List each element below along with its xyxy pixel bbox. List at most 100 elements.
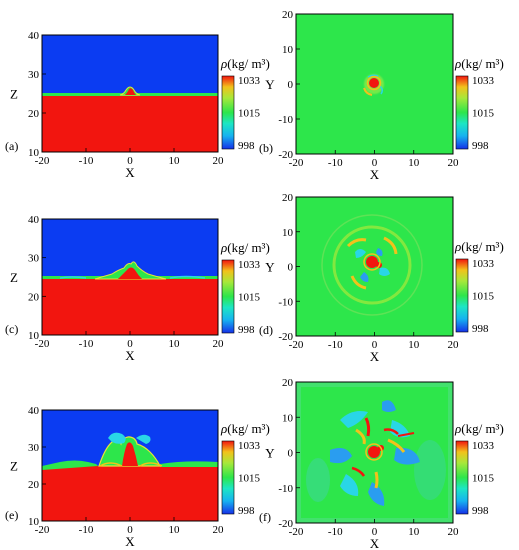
colorbar-side-0-title-unit: (kg/ m³) [227,56,270,71]
colorbar-top-0-mid: 1015 [472,108,495,120]
colorbar-top-1-max: 1033 [472,258,495,270]
top-0-panel-label: (b) [259,141,273,155]
colorbar-top-2-mid: 1015 [472,473,495,485]
colorbar-b [455,75,469,150]
colorbar-top-2-max: 1033 [472,440,495,452]
top-1-xlabel: X [370,349,380,364]
panel-a [41,34,219,153]
side-1-xtick-label: -10 [79,338,94,350]
colorbar-top-1-title-unit: (kg/ m³) [461,239,504,254]
colorbar-side-1-title: ρ(kg/ m³) [220,240,270,255]
top-1-xtick-label: 20 [448,339,460,351]
top-0-xlabel: X [370,167,380,182]
panel-e [41,409,219,522]
side-1-ytick-label: 40 [28,214,40,226]
top-0-ytick-label: 0 [288,79,294,91]
colorbar-a [221,75,235,150]
top-0-xtick-label: 0 [372,157,378,169]
side-1-xlabel: X [125,348,135,363]
side-1-panel-label: (c) [5,322,18,336]
colorbar-side-2-title-unit: (kg/ m³) [227,421,270,436]
top-2-ylabel: Y [265,446,275,461]
top-2-xlabel: X [370,536,380,550]
top-2-ytick-label: -20 [278,518,293,530]
panel-e-field [42,410,218,521]
side-1-xtick-label: 20 [213,338,225,350]
top-2-ytick-label: 10 [282,412,294,424]
side-2-xtick-label: -10 [79,524,94,536]
side-2-xtick-label: 0 [127,524,133,536]
panel-c [41,218,219,336]
side-1-xtick-label: -20 [35,338,50,350]
colorbar-top-2-title: ρ(kg/ m³) [454,421,504,436]
colorbar-top-1-title: ρ(kg/ m³) [454,239,504,254]
side-1-ytick-label: 10 [28,330,40,342]
top-1-xtick-label: -10 [328,339,343,351]
top-1-ytick-label: 20 [282,192,294,204]
colorbar-side-1-mid: 1015 [238,292,261,304]
colorbar-top-0-title-rho: ρ [454,56,461,71]
colorbar-top-2-min: 998 [472,505,489,517]
top-1-xtick-label: -20 [289,339,304,351]
top-0-ytick-label: -10 [278,114,293,126]
top-1-ytick-label: 10 [282,227,294,239]
colorbar-side-0-max: 1033 [238,75,261,87]
colorbar-side-2-title: ρ(kg/ m³) [220,421,270,436]
top-2-ytick-label: -10 [278,483,293,495]
side-0-xtick-label: -20 [35,155,50,167]
side-2-xtick-label: -20 [35,524,50,536]
colorbar-side-2-max: 1033 [238,440,261,452]
side-1-xtick-label: 0 [127,338,133,350]
panel-b [295,13,454,155]
side-2-ytick-label: 30 [28,442,40,454]
side-1-ylabel: Z [10,270,18,285]
side-0-panel-label: (a) [5,139,18,153]
top-2-xtick-label: -10 [328,526,343,538]
top-1-ytick-label: -20 [278,331,293,343]
top-1-ytick-label: -10 [278,296,293,308]
top-0-ylabel: Y [265,77,275,92]
panel-c-field [42,219,218,335]
colorbar-top-0-max: 1033 [472,75,495,87]
side-0-ylabel: Z [10,87,18,102]
side-2-ylabel: Z [10,459,18,474]
top-2-ytick-label: 0 [288,448,294,460]
side-0-ytick-label: 10 [28,147,40,159]
colorbar-side-2-title-rho: ρ [220,421,227,436]
colorbar-side-0-title: ρ(kg/ m³) [220,56,270,71]
side-0-xlabel: X [125,165,135,180]
colorbar-side-0-min: 998 [238,140,255,152]
side-1-ytick-label: 30 [28,253,40,265]
colorbar-side-0-mid: 1015 [238,108,261,120]
colorbar-side-2-min: 998 [238,505,255,517]
side-0-xtick-label: -10 [79,155,94,167]
side-2-ytick-label: 20 [28,479,40,491]
colorbar-top-0-min: 998 [472,140,489,152]
top-0-xtick-label: 20 [448,157,460,169]
panel-d-field [296,197,453,336]
colorbar-e [221,440,235,515]
colorbar-top-0-title: ρ(kg/ m³) [454,56,504,71]
top-2-ytick-label: 20 [282,377,294,389]
top-1-ylabel: Y [265,260,275,275]
colorbar-top-2-title-unit: (kg/ m³) [461,421,504,436]
side-0-ytick-label: 30 [28,69,40,81]
colorbar-side-1-min: 998 [238,324,255,336]
colorbar-c [221,259,235,334]
top-2-xtick-label: -20 [289,526,304,538]
panel-d [295,196,454,337]
colorbar-f [455,440,469,515]
side-1-xtick-label: 10 [169,338,181,350]
top-2-panel-label: (f) [259,510,271,524]
top-0-ytick-label: 10 [282,44,294,56]
top-2-xtick-label: 20 [448,526,460,538]
side-0-xtick-label: 20 [213,155,225,167]
side-0-xtick-label: 0 [127,155,133,167]
top-0-xtick-label: -10 [328,157,343,169]
colorbar-top-2-title-rho: ρ [454,421,461,436]
top-0-xtick-label: -20 [289,157,304,169]
colorbar-top-1-min: 998 [472,323,489,335]
side-2-ytick-label: 40 [28,405,40,417]
panel-f [295,381,454,524]
